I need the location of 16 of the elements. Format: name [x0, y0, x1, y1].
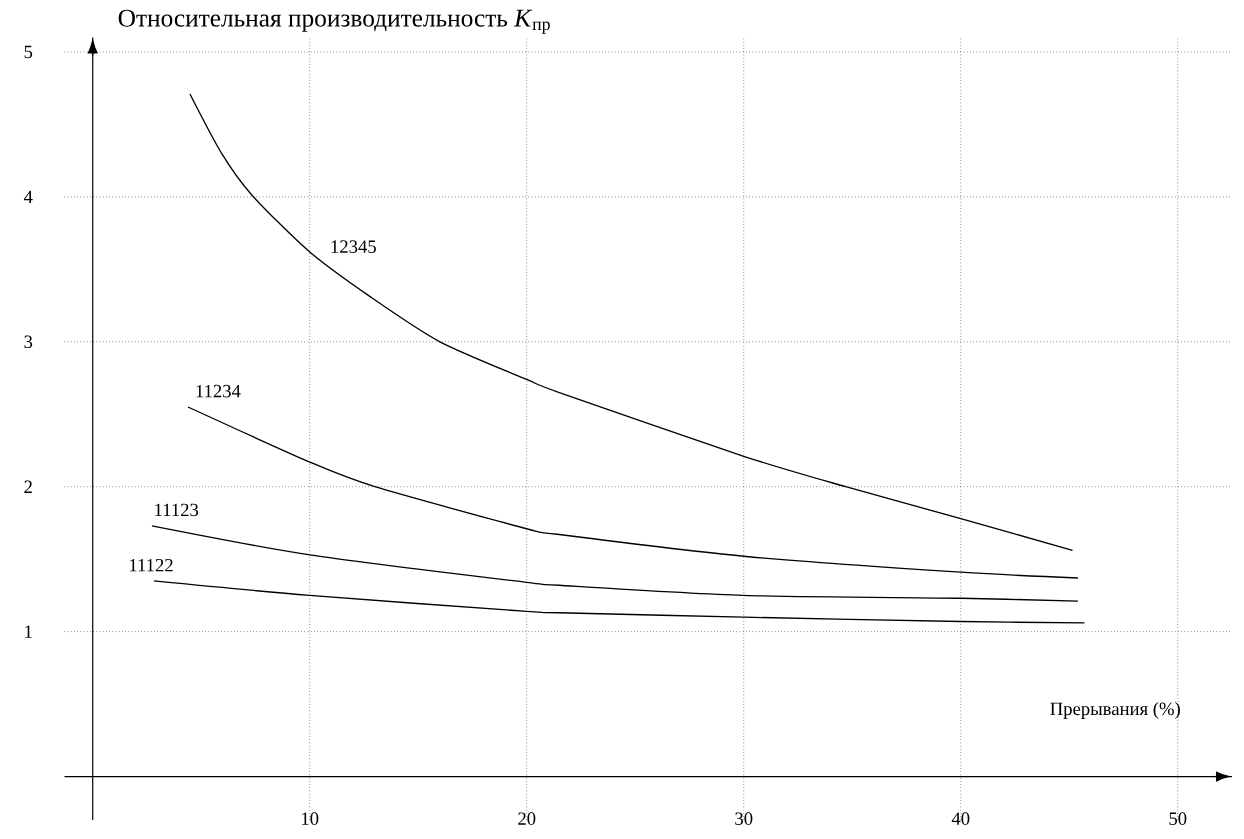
y-tick-label: 2: [24, 480, 32, 493]
y-tick-label: 4: [23, 190, 33, 204]
y-tick-label: 5: [24, 45, 33, 59]
y-axis-title: Относительная производительность K$_{пр}$: [118, 9, 550, 34]
x-tick-label: 30: [735, 812, 753, 825]
y-tick-label: 3: [24, 335, 33, 349]
series-label: 11122: [130, 558, 173, 572]
x-tick-label: 40: [951, 812, 970, 825]
series-label: 11123: [155, 503, 199, 517]
x-tick-label: 50: [1169, 812, 1187, 825]
x-axis-title: Прерывания (%): [1050, 701, 1180, 719]
y-tick-label: 1: [25, 625, 32, 638]
series-label: 12345: [331, 240, 376, 253]
x-tick-label: 20: [518, 812, 536, 825]
series-label: 11234: [196, 384, 241, 398]
x-tick-label: 10: [302, 812, 319, 825]
